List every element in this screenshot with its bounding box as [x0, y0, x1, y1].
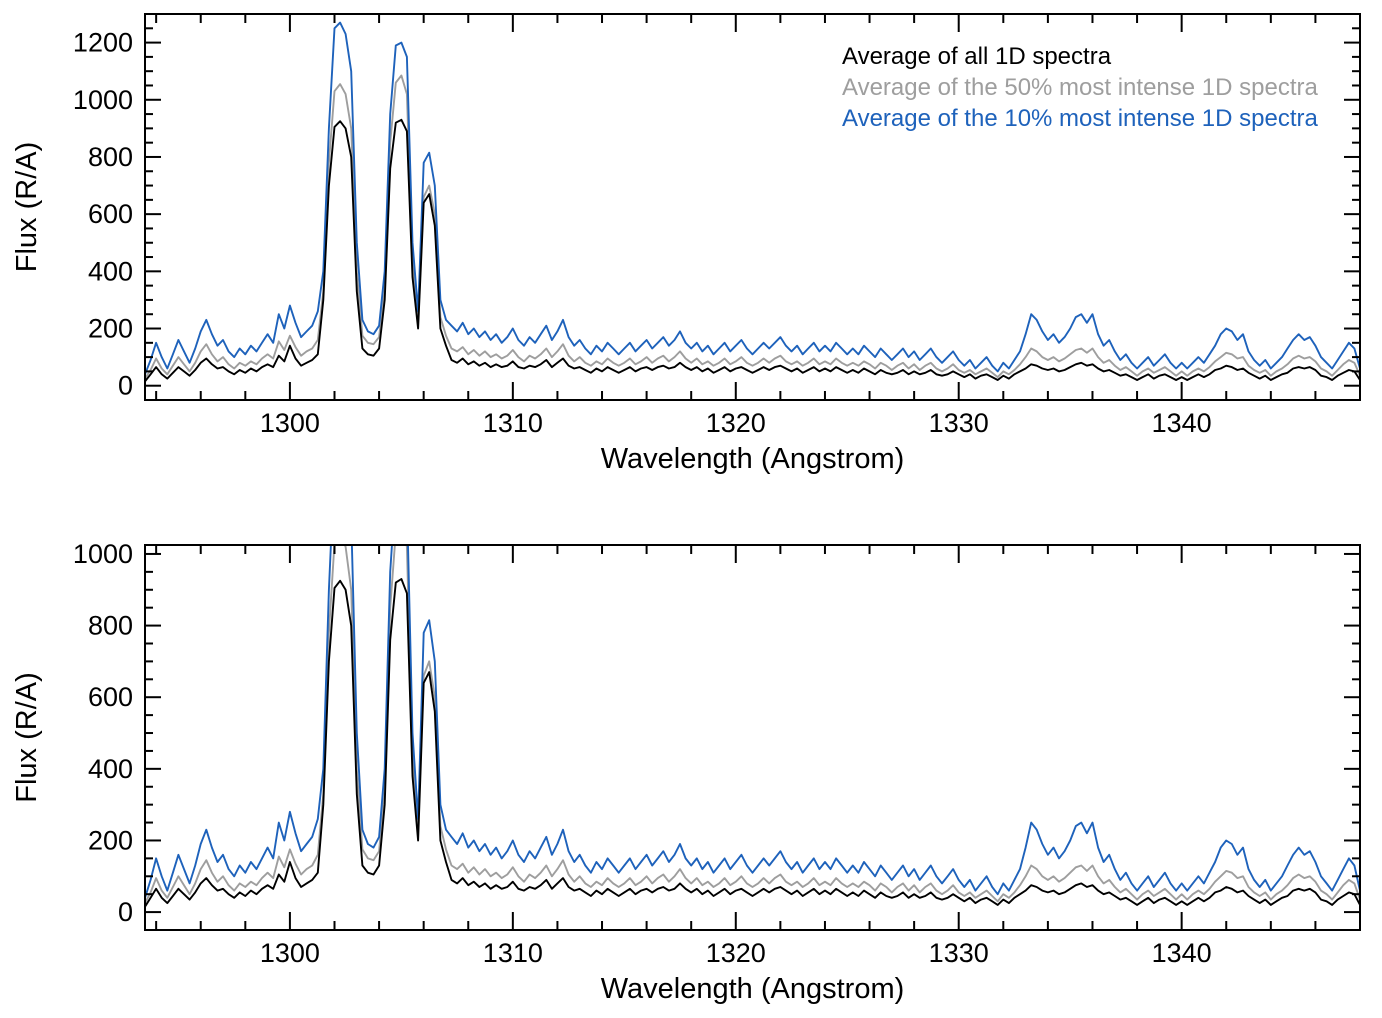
y-tick-label: 0: [118, 371, 133, 401]
legend-entry: Average of the 50% most intense 1D spect…: [842, 74, 1318, 101]
series-line-0: [145, 578, 1360, 908]
series-line-2: [145, 545, 1360, 899]
axis-ticks: [145, 13, 1361, 401]
series-lines: [145, 21, 1360, 382]
y-tick-label: 600: [88, 682, 133, 712]
y-tick-label: 1000: [73, 539, 133, 569]
panel-2: 1300 1310 1320 1330 1340 0 200 400 600 800 1000 Wav…: [11, 539, 1361, 1005]
series-line-2: [145, 21, 1360, 375]
plot-frame: [144, 544, 1361, 931]
y-axis-label: Flux (R/A): [11, 672, 43, 803]
x-tick-label: 1310: [483, 938, 543, 968]
y-tick-label: 600: [88, 199, 133, 229]
tick-labels: 1300 1310 1320 1330 1340 0 200 400 600 800 1000 120…: [73, 28, 1212, 438]
series-line-0: [145, 118, 1360, 382]
y-tick-label: 400: [88, 256, 133, 286]
series-lines: [145, 545, 1360, 908]
x-tick-label: 1320: [706, 938, 766, 968]
y-tick-label: 400: [88, 754, 133, 784]
legend: Average of all 1D spectra Average of the …: [842, 43, 1318, 132]
x-axis-label: Wavelength (Angstrom): [601, 973, 905, 1005]
x-axis-label: Wavelength (Angstrom): [601, 443, 905, 475]
x-tick-label: 1300: [260, 938, 320, 968]
y-tick-label: 0: [118, 897, 133, 927]
series-line-1: [145, 74, 1360, 380]
y-axis-label: Flux (R/A): [11, 142, 43, 273]
axis-ticks: [145, 545, 1361, 931]
plot-frame: [144, 13, 1361, 401]
y-tick-label: 200: [88, 825, 133, 855]
y-tick-label: 200: [88, 314, 133, 344]
x-tick-label: 1300: [260, 408, 320, 438]
x-tick-label: 1330: [929, 938, 989, 968]
panel-1: 1300 1310 1320 1330 1340 0 200 400 600 800 1000 120…: [11, 13, 1361, 475]
x-tick-label: 1340: [1152, 938, 1212, 968]
x-tick-label: 1330: [929, 408, 989, 438]
y-tick-label: 800: [88, 611, 133, 641]
y-tick-label: 1200: [73, 28, 133, 58]
x-tick-label: 1340: [1152, 408, 1212, 438]
series-line-1: [145, 545, 1360, 904]
legend-entry: Average of the 10% most intense 1D spect…: [842, 105, 1318, 132]
y-tick-label: 1000: [73, 85, 133, 115]
y-tick-label: 800: [88, 142, 133, 172]
tick-labels: 1300 1310 1320 1330 1340 0 200 400 600 800 1000: [73, 539, 1212, 968]
x-tick-label: 1310: [483, 408, 543, 438]
x-tick-label: 1320: [706, 408, 766, 438]
legend-entry: Average of all 1D spectra: [842, 43, 1112, 70]
